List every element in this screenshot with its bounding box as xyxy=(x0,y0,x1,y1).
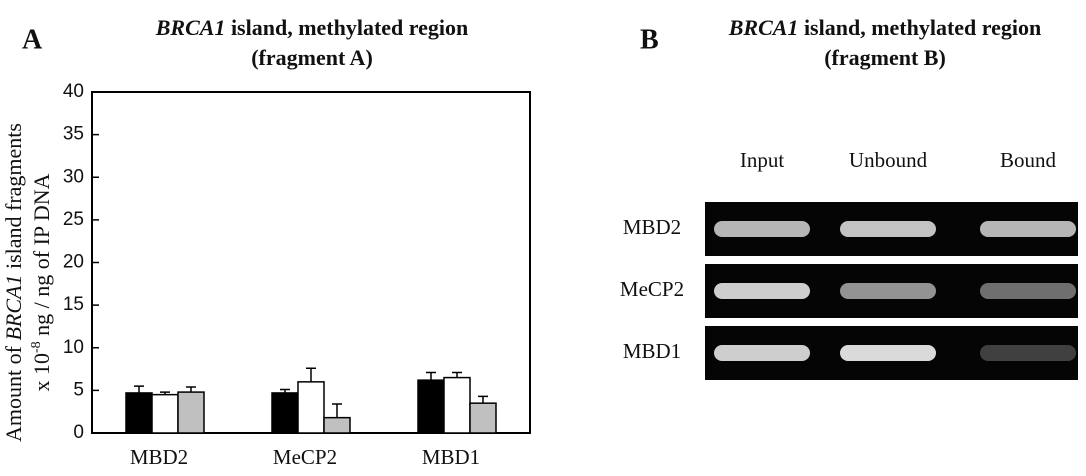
y-label-part: x 10 xyxy=(29,353,54,392)
y-label-part: BRCA1 xyxy=(1,275,26,341)
title-part: island, methylated region xyxy=(798,15,1041,40)
y-tick-label: 0 xyxy=(73,422,84,443)
x-tick-label: MBD2 xyxy=(130,445,188,469)
gel-band xyxy=(840,345,936,361)
bar xyxy=(151,393,179,434)
bar xyxy=(125,392,153,434)
bar xyxy=(323,416,351,434)
error-bar xyxy=(134,385,144,393)
row-label: MBD1 xyxy=(623,339,681,363)
gel-band xyxy=(980,345,1076,361)
gel-subtitle: (fragment B) xyxy=(824,45,946,70)
gel-band xyxy=(714,221,810,237)
error-bar xyxy=(186,386,196,393)
gel-title: BRCA1 island, methylated region xyxy=(728,15,1042,40)
chart-title: BRCA1 island, methylated region xyxy=(155,15,469,40)
lane-label: Input xyxy=(740,148,784,172)
y-label-part: ng / ng of IP DNA xyxy=(29,173,54,341)
error-bar xyxy=(306,367,316,382)
y-label-part: Amount of xyxy=(1,341,26,442)
gel-band xyxy=(980,283,1076,299)
title-part: BRCA1 xyxy=(155,15,226,40)
error-bar xyxy=(280,388,290,393)
bar xyxy=(417,379,445,434)
lane-label: Bound xyxy=(1000,148,1057,172)
chart-subtitle: (fragment A) xyxy=(251,45,373,70)
gel-band xyxy=(840,283,936,299)
gel-band xyxy=(840,221,936,237)
y-tick-label: 40 xyxy=(63,81,84,102)
lane-label: Unbound xyxy=(849,148,928,172)
y-label-part: island fragments xyxy=(1,123,26,275)
y-tick-label: 5 xyxy=(73,379,84,400)
error-bar xyxy=(426,371,436,381)
x-tick-label: MeCP2 xyxy=(273,445,337,469)
title-part: BRCA1 xyxy=(728,15,799,40)
error-bar xyxy=(160,391,170,395)
title-part: island, methylated region xyxy=(225,15,468,40)
panel-label: B xyxy=(640,24,659,55)
y-label-part: -8 xyxy=(29,341,44,353)
x-tick-label: MBD1 xyxy=(422,445,480,469)
error-bar xyxy=(332,403,342,418)
y-axis-label: x 10-8 ng / ng of IP DNA xyxy=(29,173,54,391)
error-bar xyxy=(478,395,488,404)
error-bar xyxy=(452,371,462,378)
panel-label: A xyxy=(22,24,43,55)
y-axis-label: Amount of BRCA1 island fragments xyxy=(1,123,26,442)
y-tick-label: 30 xyxy=(63,166,84,187)
row-label: MeCP2 xyxy=(620,277,684,301)
row-label: MBD2 xyxy=(623,215,681,239)
y-tick-label: 35 xyxy=(63,124,84,145)
y-tick-label: 15 xyxy=(63,294,84,315)
gel-band xyxy=(980,221,1076,237)
bar xyxy=(297,381,325,434)
bar xyxy=(469,402,497,434)
y-tick-label: 20 xyxy=(63,252,84,273)
bar xyxy=(177,391,205,434)
bar xyxy=(443,376,471,434)
gel-band xyxy=(714,345,810,361)
y-tick-label: 25 xyxy=(63,209,84,230)
y-tick-label: 10 xyxy=(63,337,84,358)
bar xyxy=(271,392,299,434)
gel-band xyxy=(714,283,810,299)
